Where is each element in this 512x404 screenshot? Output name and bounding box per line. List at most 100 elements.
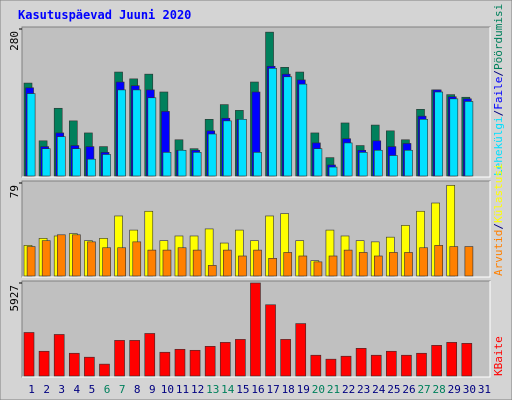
bar xyxy=(250,282,261,377)
bar xyxy=(219,342,231,377)
bar xyxy=(174,348,186,377)
chart-title: Kasutuspäevad Juuni 2020 xyxy=(18,8,191,22)
panel-bevel xyxy=(22,27,491,178)
bar xyxy=(310,354,322,377)
bar xyxy=(298,255,308,277)
bar xyxy=(159,351,171,377)
x-tick-label: 12 xyxy=(191,383,204,396)
bar xyxy=(23,332,35,377)
bar xyxy=(238,119,247,177)
bar xyxy=(192,152,202,177)
y-tick-label: 280 xyxy=(8,31,21,51)
bar xyxy=(280,339,291,377)
bar xyxy=(374,149,383,177)
bar xyxy=(298,83,308,177)
bar xyxy=(340,355,352,377)
bar xyxy=(68,352,80,377)
bar xyxy=(343,142,353,177)
bar xyxy=(416,352,427,377)
bar xyxy=(283,252,293,277)
legend-separator: / xyxy=(492,70,505,77)
x-tick-label: 1 xyxy=(28,383,35,396)
bar xyxy=(235,339,246,377)
bar xyxy=(419,119,428,177)
bar xyxy=(162,249,172,277)
bar xyxy=(328,166,338,177)
bar xyxy=(283,76,293,177)
x-tick-label: 29 xyxy=(448,383,461,396)
y-tick-label: 79 xyxy=(8,185,21,198)
bar xyxy=(189,349,201,377)
x-tick-label: 22 xyxy=(342,383,355,396)
x-tick-label: 23 xyxy=(357,383,370,396)
bar xyxy=(434,245,444,277)
bar xyxy=(355,348,367,377)
x-tick-label: 17 xyxy=(266,383,279,396)
legend-entry: Arvutid xyxy=(492,230,505,276)
bar xyxy=(389,252,398,277)
bar xyxy=(370,354,382,377)
x-tick-label: 20 xyxy=(312,383,325,396)
x-tick-label: 7 xyxy=(119,383,126,396)
bar xyxy=(56,234,66,277)
legend-entry: Pöördumisi xyxy=(492,4,505,70)
x-tick-label: 4 xyxy=(74,383,81,396)
bar xyxy=(328,255,338,277)
bar xyxy=(192,249,202,277)
x-tick-label: 31 xyxy=(478,383,491,396)
bar xyxy=(132,241,142,277)
bar xyxy=(144,333,156,377)
bar xyxy=(56,136,66,177)
x-tick-label: 6 xyxy=(104,383,111,396)
bar xyxy=(177,149,187,177)
legend: Lehekülgi/Faile/Pöördumisi xyxy=(492,4,505,176)
bar xyxy=(253,152,262,177)
bar xyxy=(204,346,216,377)
bar xyxy=(268,68,277,177)
bar xyxy=(295,323,307,377)
bar xyxy=(26,246,36,277)
bar xyxy=(177,247,187,277)
bar xyxy=(404,149,413,177)
bar xyxy=(117,89,126,177)
bar xyxy=(265,304,276,377)
bar xyxy=(449,246,459,277)
x-tick-label: 27 xyxy=(417,383,430,396)
x-tick-label: 9 xyxy=(149,383,156,396)
bar xyxy=(129,340,140,377)
x-tick-label: 5 xyxy=(89,383,96,396)
legend-entry: Faile xyxy=(492,77,505,110)
bar xyxy=(99,363,110,377)
bar xyxy=(446,342,458,377)
panel-bevel xyxy=(22,281,491,378)
x-tick-label: 24 xyxy=(372,383,386,396)
bar xyxy=(464,101,474,177)
bar xyxy=(84,356,95,377)
bar xyxy=(162,152,172,177)
bar xyxy=(389,155,398,177)
bar xyxy=(434,91,444,177)
bar xyxy=(87,158,96,177)
bar xyxy=(325,358,337,377)
x-tick-label: 18 xyxy=(282,383,295,396)
bar xyxy=(102,154,111,177)
x-tick-label: 30 xyxy=(463,383,476,396)
x-tick-label: 26 xyxy=(402,383,415,396)
legend-entry: Lehekülgi xyxy=(492,116,505,176)
bar xyxy=(117,247,126,277)
x-tick-label: 14 xyxy=(221,383,235,396)
bar xyxy=(313,261,323,277)
bar xyxy=(147,97,157,177)
bar xyxy=(207,133,217,177)
bar xyxy=(38,350,50,377)
bar xyxy=(26,93,36,177)
bar xyxy=(72,148,81,177)
panel-bevel xyxy=(22,181,491,278)
bar xyxy=(72,234,81,277)
x-tick-label: 8 xyxy=(134,383,141,396)
x-tick-label: 10 xyxy=(161,383,174,396)
bar xyxy=(374,255,383,277)
bar xyxy=(114,340,125,377)
x-tick-label: 13 xyxy=(206,383,219,396)
bar xyxy=(449,98,459,177)
